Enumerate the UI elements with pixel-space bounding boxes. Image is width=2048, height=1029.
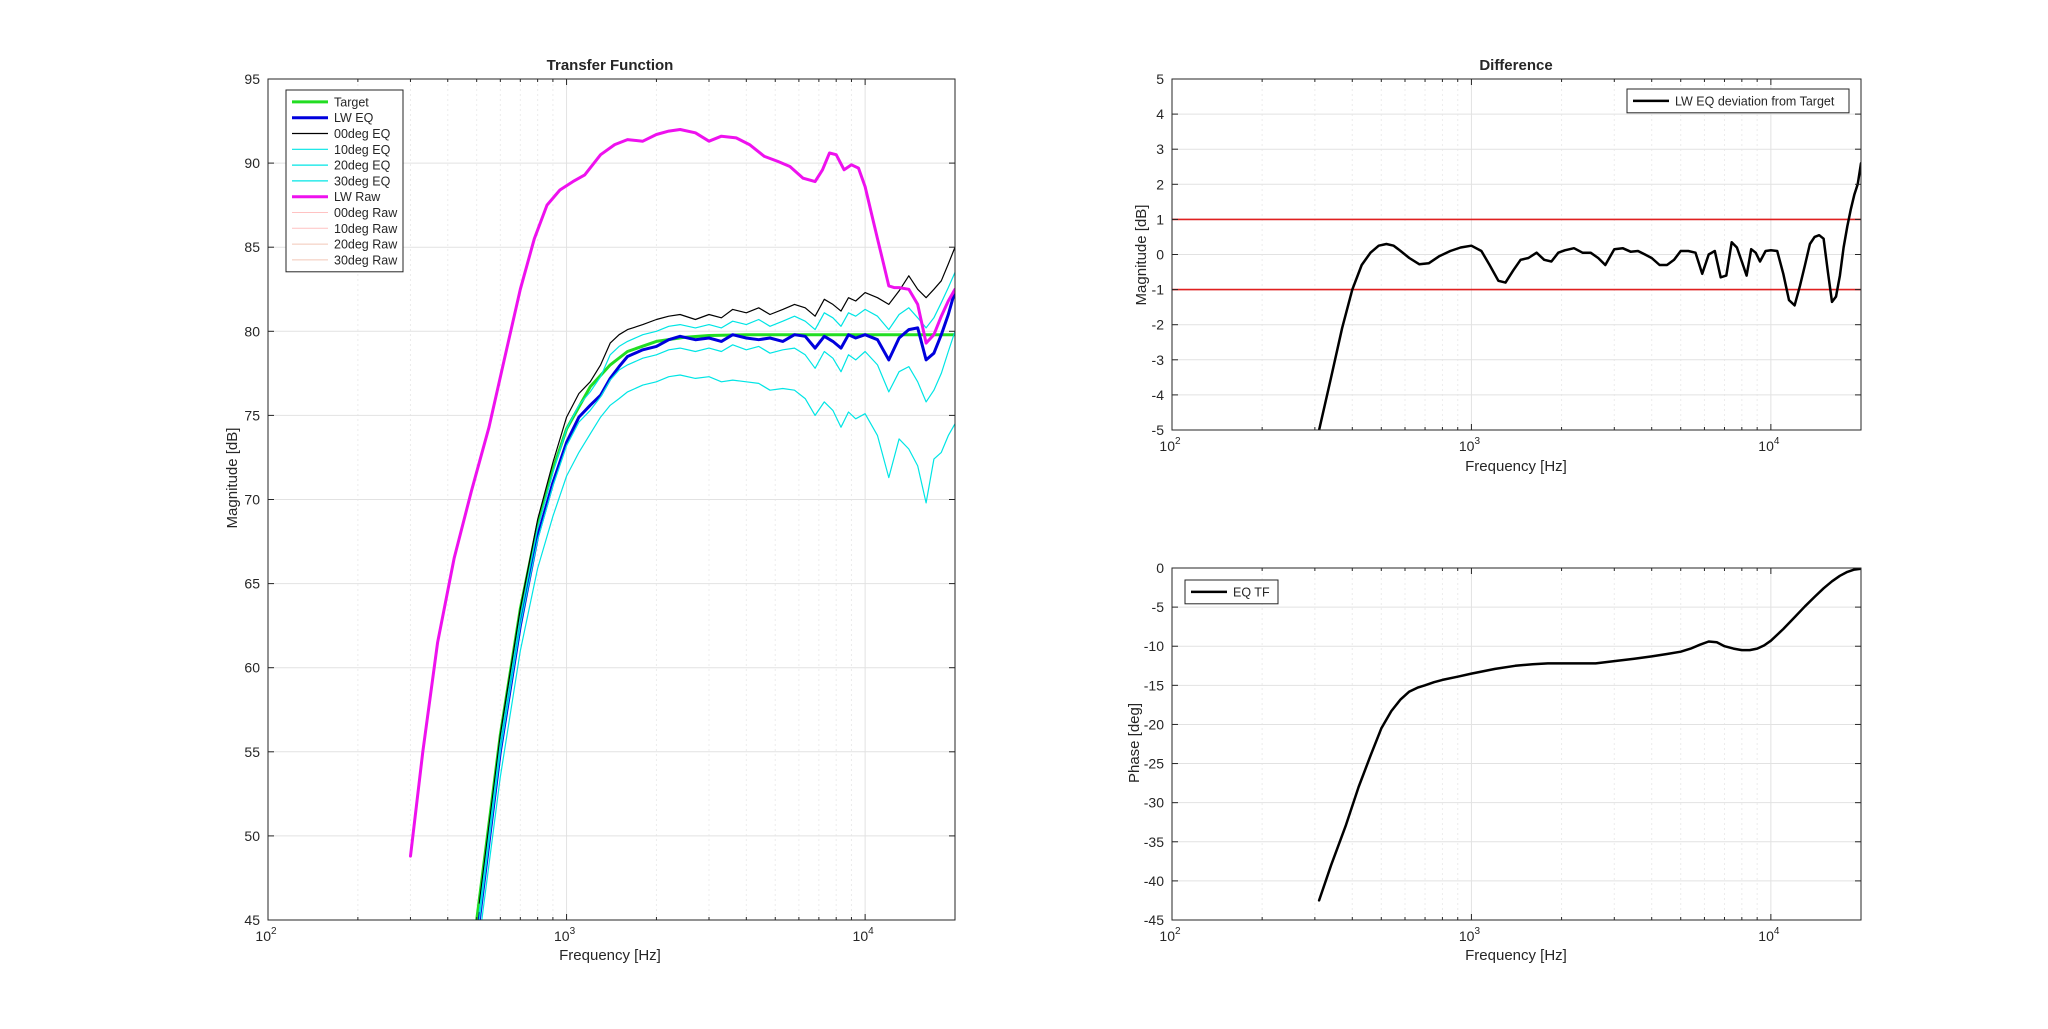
phase-ytick-label: -35 (1144, 834, 1164, 850)
legend-label-20deg-raw: 20deg Raw (334, 238, 398, 252)
series-00deg-eq (478, 246, 955, 904)
diff-xtick-exponent: 3 (1474, 436, 1480, 447)
legend-label-10deg-eq: 10deg EQ (334, 143, 391, 157)
series-target (475, 333, 955, 920)
legend-label-lw-eq: LW EQ (334, 111, 374, 125)
tf-ytick-label: 55 (244, 744, 260, 760)
legend-label-30deg-eq: 30deg EQ (334, 174, 391, 188)
phase-xtick-exponent: 2 (1175, 926, 1181, 937)
series-lw-eq (477, 289, 955, 920)
series-10deg-eq (478, 271, 955, 913)
phase-legend-box (1184, 579, 1279, 605)
phase-xtick-exponent: 4 (1774, 926, 1780, 937)
tf-ytick-label: 90 (244, 155, 260, 171)
diff-title: Difference (1479, 57, 1552, 74)
diff-ytick-label: 2 (1156, 176, 1164, 192)
series-30deg-eq (481, 374, 955, 920)
phase-xlabel: Frequency [Hz] (1465, 947, 1567, 964)
tf-ylabel: Magnitude [dB] (224, 428, 241, 529)
tf-xlabel: Frequency [Hz] (559, 947, 661, 964)
tf-ytick-label: 70 (244, 492, 260, 508)
tf-xtick-exponent: 3 (570, 926, 576, 937)
diff-ytick-label: -4 (1152, 387, 1165, 403)
tf-xtick-exponent: 2 (271, 926, 277, 937)
phase-ytick-label: 0 (1156, 560, 1164, 576)
legend-label-lw-eq-deviation-from-target: LW EQ deviation from Target (1675, 94, 1835, 108)
tf-ytick-label: 50 (244, 828, 260, 844)
tf-ytick-label: 85 (244, 239, 260, 255)
diff-ytick-label: -2 (1152, 317, 1165, 333)
tf-ytick-label: 45 (244, 912, 260, 928)
diff-ytick-label: -3 (1152, 352, 1165, 368)
phase-axis-box (1171, 567, 1862, 921)
phase-ytick-label: -45 (1144, 912, 1164, 928)
phase-axes: Frequency [Hz] Phase [deg] -45 -40 -35 -30 -… (1126, 560, 1862, 964)
diff-xtick-exponent: 2 (1175, 436, 1181, 447)
legend-label-lw-raw: LW Raw (334, 190, 381, 204)
tf-ytick-label: 65 (244, 576, 260, 592)
legend-label-00deg-raw: 00deg Raw (334, 206, 398, 220)
diff-ytick-label: 3 (1156, 141, 1164, 157)
legend-label-30deg-raw: 30deg Raw (334, 253, 398, 267)
tf-ytick-label: 75 (244, 407, 260, 423)
phase-plot-area (1317, 568, 1861, 902)
transfer-function-axes: Transfer Function Frequency [Hz] Magnitu… (224, 57, 956, 964)
diff-xlabel: Frequency [Hz] (1465, 458, 1567, 475)
series-lw-raw (409, 128, 955, 858)
phase-ytick-label: -5 (1152, 599, 1165, 615)
diff-ytick-label: -5 (1152, 422, 1165, 438)
diff-ytick-label: -1 (1152, 282, 1165, 298)
legend-label-00deg-eq: 00deg EQ (334, 127, 391, 141)
tf-ytick-label: 60 (244, 660, 260, 676)
diff-ytick-label: 5 (1156, 71, 1164, 87)
diff-legend: LW EQ deviation from Target (1626, 88, 1850, 114)
tf-ytick-label: 95 (244, 71, 260, 87)
diff-ytick-label: 0 (1156, 247, 1164, 263)
phase-ytick-label: -25 (1144, 756, 1164, 772)
tf-plot-area (409, 128, 955, 920)
phase-ytick-label: -30 (1144, 795, 1164, 811)
phase-xtick-exponent: 3 (1474, 926, 1480, 937)
diff-ytick-label: 1 (1156, 211, 1164, 227)
phase-ytick-label: -40 (1144, 873, 1164, 889)
phase-ytick-label: -15 (1144, 677, 1164, 693)
difference-axes: Difference Frequency [Hz] Magnitude [dB]… (1133, 57, 1862, 475)
diff-ytick-label: 4 (1156, 106, 1164, 122)
tf-title: Transfer Function (547, 57, 674, 74)
series-20deg-eq (478, 330, 955, 920)
series-eq-tf (1317, 568, 1861, 902)
tf-ytick-label: 80 (244, 323, 260, 339)
legend-label-eq-tf: EQ TF (1233, 585, 1270, 599)
diff-xtick-exponent: 4 (1774, 436, 1780, 447)
phase-legend: EQ TF (1184, 579, 1279, 605)
legend-label-20deg-eq: 20deg EQ (334, 159, 391, 173)
diff-legend-box (1626, 88, 1850, 114)
diff-plot-area (1317, 161, 1861, 430)
series-lw-eq-deviation-from-target (1317, 161, 1861, 430)
diff-ylabel: Magnitude [dB] (1133, 205, 1150, 306)
tf-xtick-exponent: 4 (868, 926, 874, 937)
legend-label-target: Target (334, 95, 369, 109)
phase-ytick-label: -20 (1144, 716, 1164, 732)
phase-ylabel: Phase [deg] (1126, 703, 1143, 783)
phase-ytick-label: -10 (1144, 638, 1164, 654)
legend-label-10deg-raw: 10deg Raw (334, 222, 398, 236)
